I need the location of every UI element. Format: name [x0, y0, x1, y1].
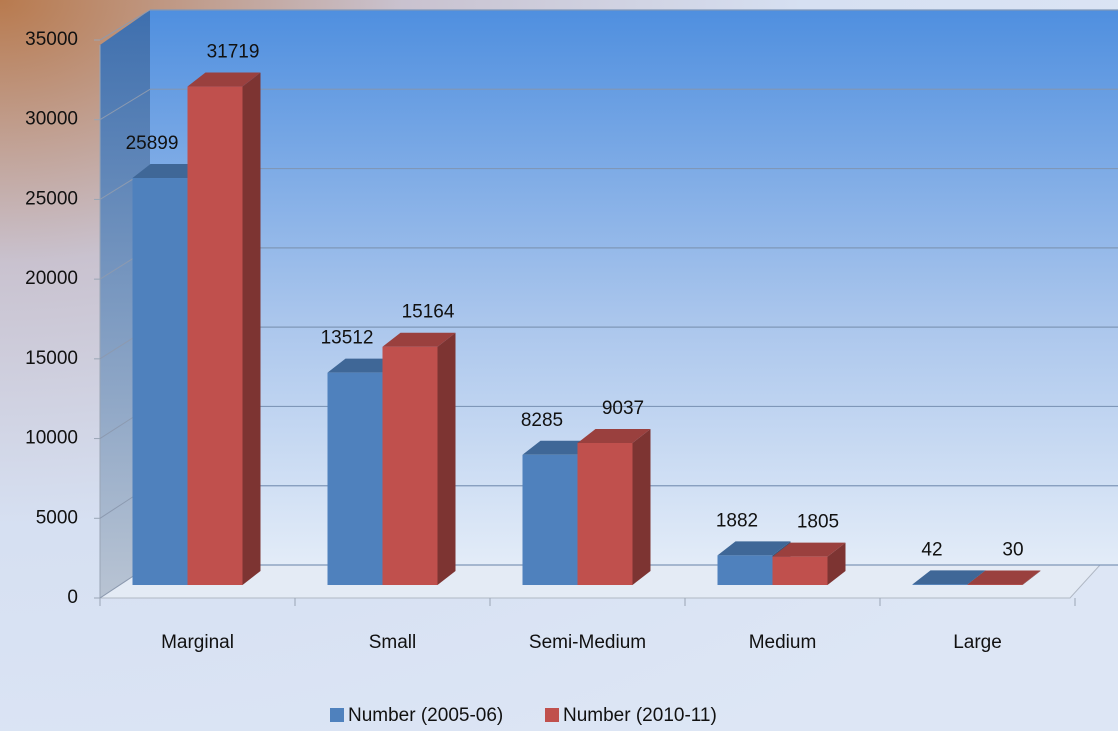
bar [773, 543, 846, 585]
bar-front [383, 347, 438, 585]
legend-label: Number (2010-11) [563, 705, 717, 726]
bar-front [773, 557, 828, 585]
bar-front [328, 373, 383, 585]
value-label: 8285 [521, 410, 563, 431]
bar-front [913, 584, 968, 585]
bar-front [578, 443, 633, 585]
y-tick-label: 10000 [25, 428, 78, 449]
value-label: 13512 [321, 328, 374, 349]
legend-swatch [545, 708, 559, 722]
y-tick-label: 0 [67, 587, 78, 608]
x-tick-label: Small [369, 632, 417, 653]
legend-swatch [330, 708, 344, 722]
x-tick-label: Large [953, 632, 1002, 653]
bar-front [188, 87, 243, 585]
bar-front [133, 178, 188, 585]
legend-label: Number (2005-06) [348, 705, 503, 726]
y-tick-label: 5000 [36, 507, 78, 528]
y-tick-label: 30000 [25, 109, 78, 130]
value-label: 42 [921, 539, 942, 560]
x-tick-label: Medium [749, 632, 817, 653]
bar-side [243, 73, 261, 585]
value-label: 30 [1002, 540, 1023, 561]
value-label: 31719 [207, 42, 260, 63]
y-tick-label: 15000 [25, 348, 78, 369]
bar [188, 73, 261, 585]
y-tick-label: 25000 [25, 188, 78, 209]
bar-side [438, 333, 456, 585]
y-tick-label: 35000 [25, 29, 78, 50]
bar [383, 333, 456, 585]
bar [578, 429, 651, 585]
value-label: 1882 [716, 510, 758, 531]
bar-side [633, 429, 651, 585]
value-label: 1805 [797, 512, 839, 533]
bar-front [718, 555, 773, 585]
x-tick-label: Semi-Medium [529, 632, 646, 653]
value-label: 15164 [402, 302, 455, 323]
bar-front [523, 455, 578, 585]
value-label: 25899 [126, 133, 179, 154]
value-label: 9037 [602, 398, 644, 419]
y-tick-label: 20000 [25, 268, 78, 289]
x-tick-label: Marginal [161, 632, 234, 653]
